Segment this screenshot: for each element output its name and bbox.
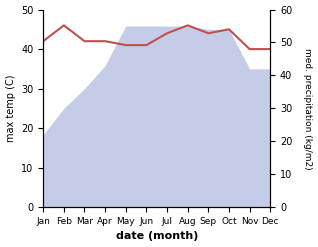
Y-axis label: max temp (C): max temp (C) <box>5 75 16 142</box>
X-axis label: date (month): date (month) <box>115 231 198 242</box>
Y-axis label: med. precipitation (kg/m2): med. precipitation (kg/m2) <box>303 48 313 169</box>
